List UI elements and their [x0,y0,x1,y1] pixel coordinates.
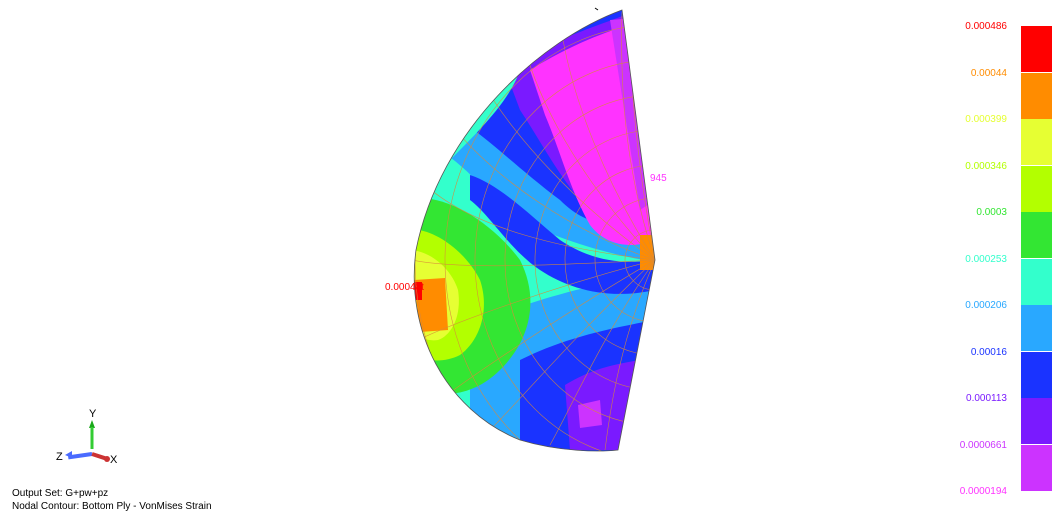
legend-level-label: 0.0003 [976,207,1007,218]
legend-color-swatch [1021,72,1052,119]
max-value-label: 0.00048t [385,282,424,293]
output-set-text: Output Set: G+pw+pz [12,488,109,499]
legend-color-swatch [1021,305,1052,351]
legend-color-swatch [1021,212,1052,258]
legend-color-swatch [1021,258,1052,305]
legend-level-label: 0.000113 [966,393,1007,404]
legend-level-label: 0.00016 [970,346,1007,358]
legend-level-label: 0.00044 [970,67,1007,79]
min-value-label: 945 [650,173,667,184]
legend-color-swatch [1021,26,1052,72]
legend-level-label: 0.000399 [965,114,1007,125]
legend-color-swatch [1021,119,1052,165]
legend-color-swatch [1021,351,1052,398]
legend-level-label: 0.0000194 [959,486,1007,497]
coordinate-triad: Y Z X [52,408,132,468]
contour-type-text: Nodal Contour: Bottom Ply - VonMises Str… [12,501,212,512]
legend-level-label: 0.0000661 [959,439,1007,451]
triad-y-label: Y [89,408,97,420]
legend-color-swatch [1021,444,1052,491]
legend-level-label: 0.000206 [965,300,1007,311]
contour-legend: 0.000486 0.00044 0.000399 0.000346 0.0003 0.0… [955,20,1052,500]
triad-z-label: Z [56,451,63,463]
triad-axes-icon [65,420,110,462]
legend-level-label: 0.000253 [965,253,1007,265]
legend-color-swatch [1021,165,1052,212]
triad-x-label: X [110,454,118,466]
legend-color-swatch [1021,398,1052,444]
legend-level-label: 0.000486 [965,21,1007,32]
legend-level-label: 0.000346 [965,160,1007,172]
